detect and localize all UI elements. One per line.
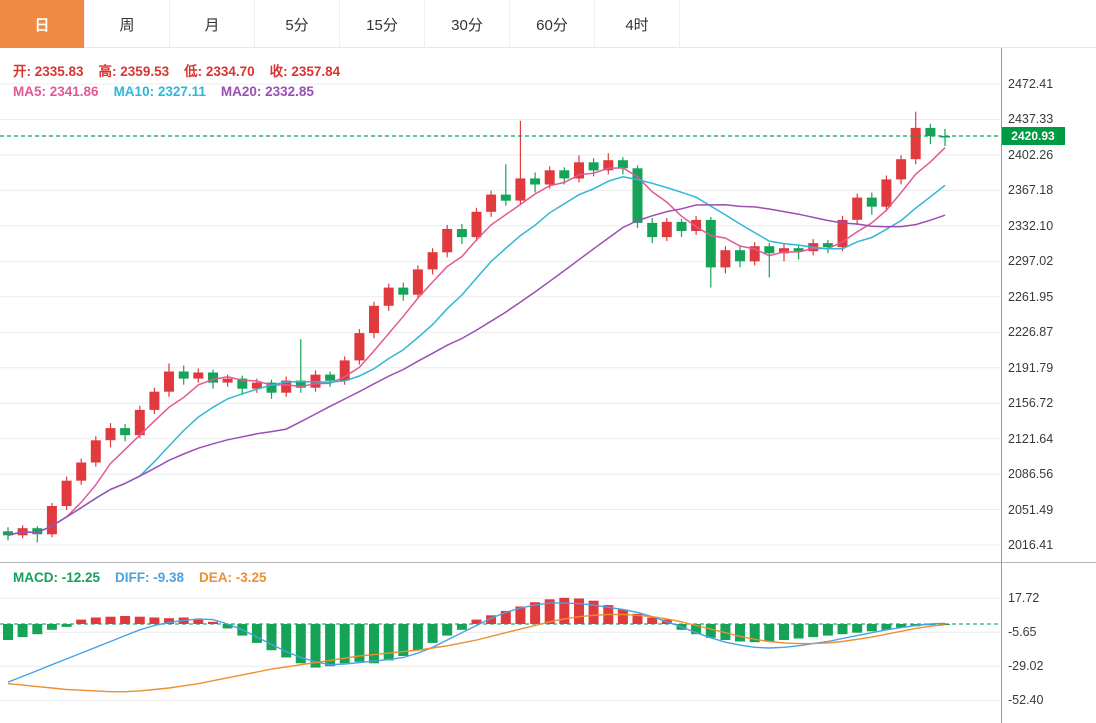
- panel-divider: [0, 562, 1096, 563]
- price-axis-label: 2016.41: [1008, 538, 1054, 552]
- tab-30min[interactable]: 30分: [425, 0, 510, 48]
- macd-axis-label: -5.65: [1008, 625, 1037, 640]
- price-axis-label: 2051.49: [1008, 502, 1054, 517]
- price-axis-label: 2261.95: [1008, 289, 1054, 304]
- price-axis-label: 2437.33: [1008, 112, 1054, 127]
- price-axis-label: 2226.87: [1008, 325, 1054, 340]
- price-chart-canvas[interactable]: [0, 48, 1002, 562]
- tab-week[interactable]: 周: [85, 0, 170, 48]
- price-axis-label: 2086.56: [1008, 467, 1054, 482]
- macd-chart-canvas[interactable]: [0, 563, 1002, 723]
- price-axis-label: 2472.41: [1008, 77, 1054, 91]
- price-axis-label: 2332.10: [1008, 218, 1054, 233]
- price-axis-label: 2121.64: [1008, 431, 1054, 446]
- tab-60min[interactable]: 60分: [510, 0, 595, 48]
- price-axis-label: 2402.26: [1008, 147, 1054, 162]
- macd-axis-label: 17.72: [1008, 591, 1040, 606]
- tab-5min[interactable]: 5分: [255, 0, 340, 48]
- tab-month[interactable]: 月: [170, 0, 255, 48]
- price-axis-label: 2191.79: [1008, 360, 1054, 375]
- price-axis-label: 2156.72: [1008, 396, 1054, 411]
- current-price-tag: 2420.93: [1001, 127, 1065, 146]
- tab-4hour[interactable]: 4时: [595, 0, 680, 48]
- macd-axis-label: -29.02: [1008, 659, 1044, 674]
- tab-15min[interactable]: 15分: [340, 0, 425, 48]
- price-axis-label: 2297.02: [1008, 254, 1054, 269]
- price-axis-label: 2367.18: [1008, 183, 1054, 198]
- tab-day[interactable]: 日: [0, 0, 85, 48]
- macd-axis-label: -52.40: [1008, 693, 1044, 708]
- interval-tabbar: 日周月 5分 15分 30分 60分 4时: [0, 0, 1096, 48]
